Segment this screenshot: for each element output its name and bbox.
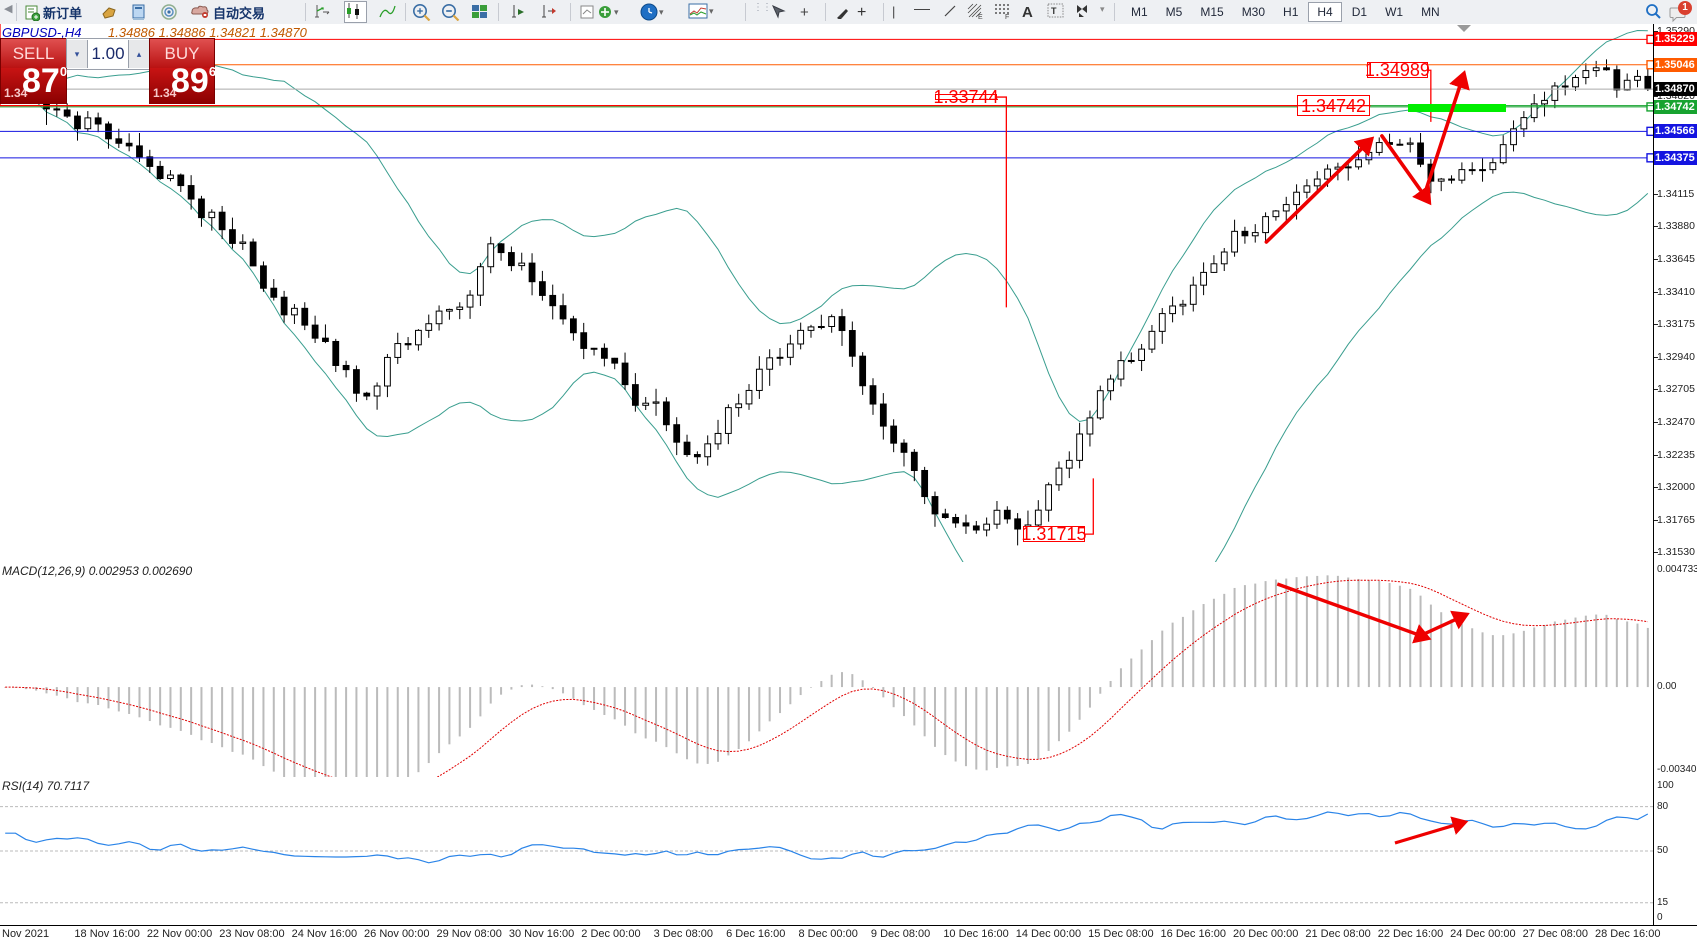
svg-text:T: T xyxy=(1051,6,1057,16)
svg-text:F: F xyxy=(1005,14,1009,19)
svg-text:E: E xyxy=(978,14,983,20)
